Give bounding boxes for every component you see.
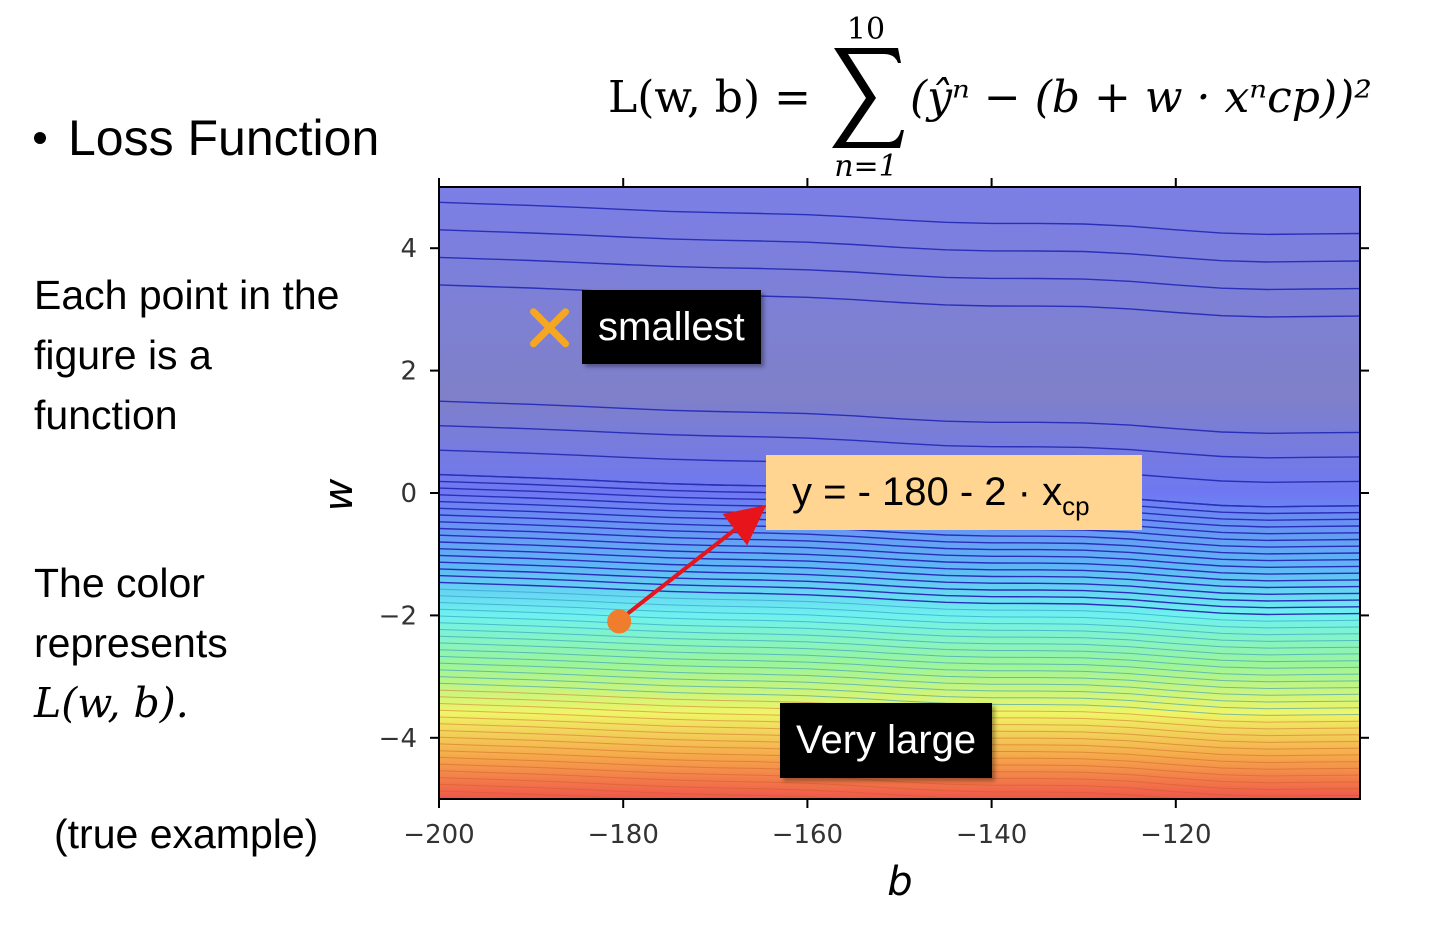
contour-line <box>439 763 1360 797</box>
y-axis-label: w <box>316 478 362 511</box>
x-tick-label: −200 <box>403 820 474 850</box>
contour-line <box>439 797 491 799</box>
contour-line <box>439 514 1360 548</box>
description-point: Each point in the figure is a function <box>34 272 340 438</box>
formula-lhs: L(w, b) = <box>608 72 811 123</box>
y-tick-label: 0 <box>400 479 417 509</box>
contour-line <box>439 561 1360 596</box>
contour-line <box>439 622 1360 656</box>
contour-line <box>439 682 1360 716</box>
x-axis-label: b <box>887 859 912 905</box>
contour-line <box>439 595 1360 629</box>
contour-line <box>439 629 1360 663</box>
bullet-text: Loss Function <box>68 110 380 166</box>
sample-function-subscript: cp <box>1062 491 1090 521</box>
contour-line <box>439 662 1360 696</box>
x-tick-label: −140 <box>956 820 1027 850</box>
x-tick-label: −120 <box>1140 820 1211 850</box>
contour-line <box>439 635 1360 669</box>
contour-line <box>439 229 1360 263</box>
formula-sum-upper: 10 <box>847 12 885 47</box>
contour-line <box>439 527 1360 562</box>
contour-line <box>439 608 1360 642</box>
contour-line <box>439 568 1360 602</box>
contour-line <box>439 783 862 799</box>
x-tick-label: −160 <box>772 820 843 850</box>
smallest-callout: smallest <box>582 290 761 364</box>
y-tick-label: −2 <box>379 601 417 631</box>
contour-line <box>439 642 1360 676</box>
y-tick-label: 2 <box>400 357 417 387</box>
contour-line <box>439 777 1088 799</box>
minimum-cross-icon <box>530 308 570 348</box>
contour-line <box>439 201 1360 236</box>
contour-line <box>439 548 1360 582</box>
description-color-text: The color represents <box>34 560 228 666</box>
contour-line <box>439 574 1360 609</box>
contour-line <box>439 669 1360 703</box>
y-tick-label: 4 <box>400 234 417 264</box>
bullet-dot-icon <box>34 131 46 144</box>
contour-line <box>439 581 1360 616</box>
contour-line <box>439 256 1360 291</box>
x-axis-ticks: −200 −180 −160 −140 −120 <box>403 178 1212 850</box>
y-tick-label: −4 <box>379 724 417 754</box>
contour-line <box>439 534 1360 569</box>
sample-point <box>607 609 632 634</box>
contour-line <box>439 521 1360 555</box>
contour-line <box>439 770 1192 799</box>
x-tick-label: −180 <box>587 820 658 850</box>
contour-line <box>439 425 1360 459</box>
bullet-title: Loss Function <box>34 108 379 168</box>
y-axis-ticks: 4 2 0 −2 −4 <box>379 234 1369 754</box>
loss-formula: L(w, b) = 10 n=1 (ŷⁿ − (b + w · xⁿcp))² <box>608 12 1372 183</box>
sample-function-callout: y = - 180 - 2 · xcp <box>766 455 1142 530</box>
contour-line <box>439 554 1360 589</box>
description-color: The color represents L(w, b). <box>34 553 364 733</box>
contour-line <box>439 649 1360 683</box>
contour-line <box>439 615 1360 649</box>
contour-line <box>439 541 1360 575</box>
formula-body: (ŷⁿ − (b + w · xⁿcp))² <box>910 72 1372 123</box>
contour-line <box>439 602 1360 636</box>
sigma-icon <box>832 48 904 148</box>
sample-function-text: y = - 180 - 2 · x <box>792 470 1063 514</box>
contour-line <box>439 400 1360 435</box>
sample-point-arrow <box>623 505 767 618</box>
very-large-callout: Very large <box>780 703 993 778</box>
formula-sum-lower: n=1 <box>834 149 898 183</box>
contour-line <box>439 790 655 799</box>
description-color-math: L(w, b). <box>34 679 189 727</box>
true-example-note: (true example) <box>54 811 319 857</box>
contour-line <box>439 655 1360 690</box>
contour-line <box>439 676 1360 710</box>
contour-line <box>439 588 1360 622</box>
